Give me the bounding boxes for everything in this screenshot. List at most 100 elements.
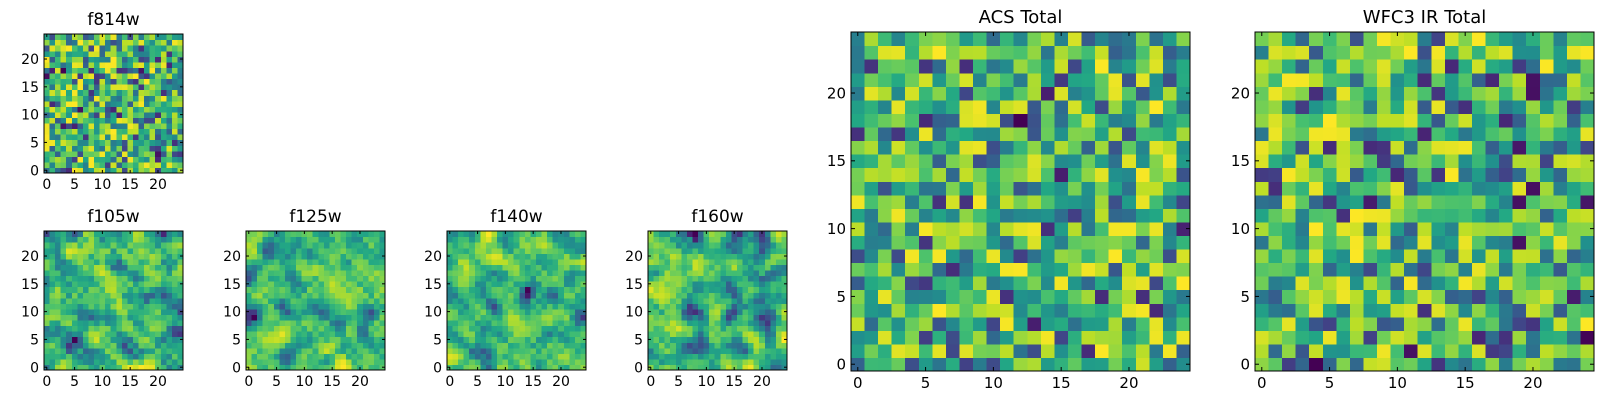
heatmap-cell	[49, 95, 56, 102]
heatmap-cell	[105, 150, 112, 157]
heatmap-cell	[373, 269, 381, 277]
heatmap-cell	[251, 325, 258, 332]
heatmap-cell	[1526, 72, 1541, 87]
heatmap-cell	[851, 59, 866, 74]
heatmap-cell	[513, 297, 520, 304]
heatmap-cell	[474, 264, 481, 271]
heatmap-cell	[973, 154, 988, 169]
heatmap-cell	[49, 117, 56, 124]
y-tick-label: 10	[223, 305, 241, 321]
heatmap-cell	[547, 275, 554, 282]
heatmap-cell	[558, 336, 565, 343]
heatmap-cell	[262, 264, 269, 271]
heatmap-cell	[513, 236, 520, 243]
heatmap-cell	[296, 319, 303, 327]
heatmap-cell	[1282, 235, 1297, 250]
heatmap-cell	[55, 247, 62, 254]
heatmap-cell	[905, 126, 920, 142]
heatmap-cell	[307, 314, 314, 321]
heatmap-cell	[731, 325, 738, 332]
heatmap-cell	[547, 303, 554, 310]
heatmap-cell	[524, 364, 531, 371]
heatmap-cell	[279, 358, 286, 366]
heatmap-cell	[296, 253, 303, 260]
heatmap-cell	[307, 331, 314, 338]
heatmap-cell	[675, 325, 682, 332]
heatmap-cell	[905, 276, 920, 291]
heatmap-cell	[99, 161, 106, 169]
heatmap-cell	[55, 286, 62, 293]
heatmap-cell	[491, 303, 498, 310]
heatmap-cell	[368, 342, 375, 349]
heatmap-cell	[177, 242, 184, 249]
heatmap-cell	[698, 353, 705, 360]
heatmap-cell	[105, 89, 112, 96]
heatmap-cell	[155, 100, 162, 107]
heatmap-cell	[574, 269, 582, 277]
heatmap-cell	[1458, 276, 1473, 291]
heatmap-cell	[692, 347, 699, 354]
heatmap-cell	[149, 342, 156, 349]
heatmap-cell	[1390, 99, 1405, 114]
heatmap-cell	[373, 353, 381, 360]
heatmap-cell	[121, 364, 128, 371]
heatmap-cell	[368, 308, 375, 315]
heatmap-cell	[530, 264, 537, 271]
heatmap-cell	[659, 242, 666, 249]
heatmap-cell	[686, 247, 694, 254]
heatmap-cell	[659, 236, 666, 243]
heatmap-cell	[357, 314, 364, 321]
heatmap-cell	[753, 258, 760, 265]
heatmap-cell	[1363, 99, 1378, 114]
heatmap-cell	[55, 34, 62, 41]
heatmap-cell	[508, 258, 515, 265]
y-tick-label: 20	[625, 249, 643, 265]
heatmap-cell	[1176, 86, 1191, 101]
heatmap-cell	[469, 236, 476, 243]
heatmap-cell	[759, 275, 766, 282]
heatmap-cell	[703, 342, 710, 349]
heatmap-cell	[851, 86, 866, 101]
heatmap-cell	[1054, 262, 1069, 277]
heatmap-cell	[681, 236, 688, 243]
heatmap-cell	[77, 231, 84, 238]
heatmap-cell	[547, 286, 554, 293]
heatmap-cell	[530, 314, 537, 321]
heatmap-cell	[60, 275, 67, 282]
heatmap-cell	[171, 145, 179, 152]
heatmap-cell	[759, 242, 766, 249]
heatmap-cell	[918, 59, 933, 74]
heatmap-cell	[519, 342, 526, 349]
heatmap-cell	[932, 343, 947, 359]
heatmap-cell	[653, 308, 660, 315]
heatmap-cell	[66, 253, 73, 260]
heatmap-cell	[77, 303, 84, 310]
heatmap-cell	[329, 231, 336, 238]
heatmap-cell	[1349, 140, 1365, 155]
heatmap-cell	[552, 364, 559, 371]
heatmap-cell	[535, 236, 543, 243]
heatmap-cell	[851, 181, 866, 196]
heatmap-cell	[945, 72, 961, 87]
heatmap-cell	[541, 336, 548, 343]
x-tick-label: 5	[473, 374, 482, 390]
heatmap-cell	[530, 342, 537, 349]
heatmap-cell	[742, 347, 749, 354]
heatmap-cell	[144, 292, 151, 299]
heatmap-cell	[1539, 72, 1554, 87]
heatmap-cell	[1539, 262, 1554, 277]
heatmap-cell	[71, 78, 78, 85]
heatmap-cell	[485, 275, 493, 282]
heatmap-cell	[379, 236, 386, 243]
heatmap-cell	[1322, 154, 1337, 169]
heatmap-cell	[82, 231, 90, 238]
heatmap-cell	[463, 253, 470, 260]
heatmap-cell	[447, 286, 454, 293]
heatmap-cell	[1108, 167, 1123, 182]
heatmap-cell	[1431, 99, 1446, 114]
heatmap-cell	[731, 292, 738, 299]
heatmap-cell	[155, 358, 162, 366]
heatmap-cell	[1255, 126, 1270, 142]
heatmap-cell	[1322, 235, 1337, 250]
heatmap-cell	[1404, 126, 1419, 142]
